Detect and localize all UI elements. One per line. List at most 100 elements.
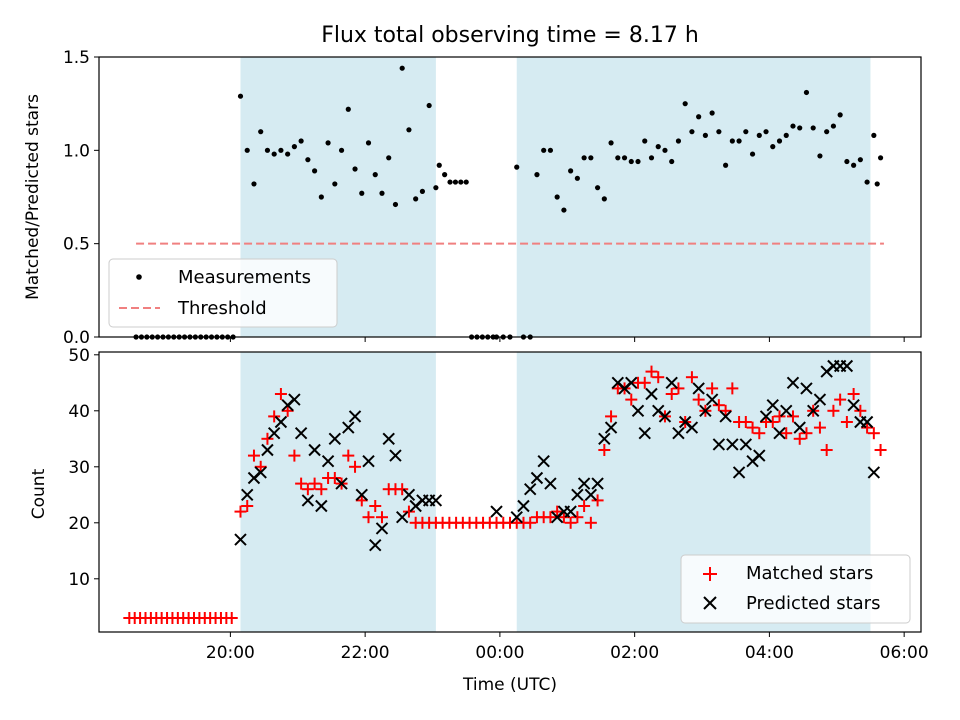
matched-stars-legend-marker [703,567,717,581]
predicted-star-point [645,387,658,401]
predicted-star-point [732,466,746,479]
matched-star-point [605,410,618,423]
shaded-interval-0 [240,352,436,632]
top-y-tick-label-0: 0.0 [63,328,90,348]
measurement-point [447,179,453,185]
bottom-y-tick-label-1: 20 [68,514,90,534]
matched-star-point [571,511,584,524]
matched-star-point [591,494,604,507]
predicted-star-point [544,477,557,490]
predicted-star-point [840,359,854,373]
measurement-point [574,175,580,181]
measurement-point [608,140,614,146]
matched-star-point [867,427,880,440]
measurement-point [554,194,560,200]
matched-star-point [524,516,537,529]
measurement-point [648,155,655,161]
predicted-star-point [847,398,860,412]
measurement-point [285,151,291,157]
x-axis-label: Time (UTC) [462,675,557,695]
measurement-point [392,201,399,208]
matched-star-point [854,404,867,417]
bottom-y-tick-label-4: 50 [68,346,90,366]
matched-star-point [766,416,779,428]
shaded-interval-1 [516,57,871,337]
bottom-x-tick-label-0: 20:00 [206,643,255,663]
top-chart-title: Flux total observing time = 8.17 h [321,23,699,48]
bottom-x-tick-label-3: 02:00 [610,643,659,663]
measurement-point [237,93,244,99]
predicted-star-point [348,410,362,423]
measurement-point [442,172,448,178]
matched-star-point [719,404,732,417]
measurement-point [365,140,372,146]
matched-star-point [295,477,308,490]
predicted-star-point [625,376,638,390]
predicted-stars-legend-marker [703,596,717,610]
measurement-point [723,162,729,168]
predicted-star-point [355,488,368,502]
measurement-point [458,179,464,185]
matched-star-point [261,432,274,445]
predicted-star-point [584,488,598,502]
predicted-star-point [638,426,651,440]
matched-star-point [739,416,752,428]
matched-star-point [375,511,388,524]
matched-star-point [813,421,826,434]
predicted-star-point [369,538,382,552]
predicted-star-point [672,426,685,440]
top-axes-frame [98,56,922,338]
bottom-y-ticks: 10 20 30 40 50 [68,346,99,590]
measurement-point [729,138,735,144]
predicted-star-point [793,421,806,434]
predicted-star-point [577,477,591,490]
measurement-point [857,157,863,163]
predicted-star-point [315,499,328,513]
matched-star-point [342,449,355,462]
measurement-point [413,196,419,202]
predicted-star-point [375,522,389,535]
predicted-star-point [631,404,645,418]
matched-star-point [840,416,853,428]
top-y-axis-label: Matched/Predicted stars [23,94,43,300]
measurement-point [696,114,702,120]
measurement-point [743,129,749,135]
measurement-point [312,168,318,174]
predicted-star-point [274,415,288,429]
bottom-y-axis-label: Count [29,468,49,519]
measurement-point [244,147,250,153]
predicted-star-point [712,438,726,451]
matched-star-point [268,410,281,423]
measurement-point [463,179,469,185]
measurement-point [689,129,695,135]
predicted-star-point [806,404,820,418]
measurement-point [675,138,682,144]
matched-star-point [355,494,368,507]
measurement-point [615,155,621,161]
measurement-point [561,207,567,213]
matched-star-point [827,404,840,417]
measurement-point [756,132,762,138]
matched-star-point [396,483,409,496]
matched-star-point [706,382,719,395]
predicted-star-point [362,454,375,468]
measurement-point [594,185,601,191]
measurement-point [749,151,756,157]
measurement-point [318,194,324,200]
top-y-ticks: 0.0 0.5 1.0 1.5 [63,48,99,348]
measurement-point [682,101,688,107]
bottom-legend: Matched stars Predicted stars [680,554,911,624]
measurement-point [770,144,776,150]
measurement-point [419,188,426,194]
matched-star-point [349,460,362,473]
measurement-point [871,132,877,138]
matched-star-point [247,449,260,462]
predicted-star-point [301,494,315,507]
matched-star-point [753,427,766,440]
matched-star-point [328,472,341,484]
matched-star-point [225,612,238,624]
measurement-point [621,155,628,161]
matched-star-point [638,376,651,389]
measurement-point [251,181,257,187]
measurement-point [436,162,442,168]
